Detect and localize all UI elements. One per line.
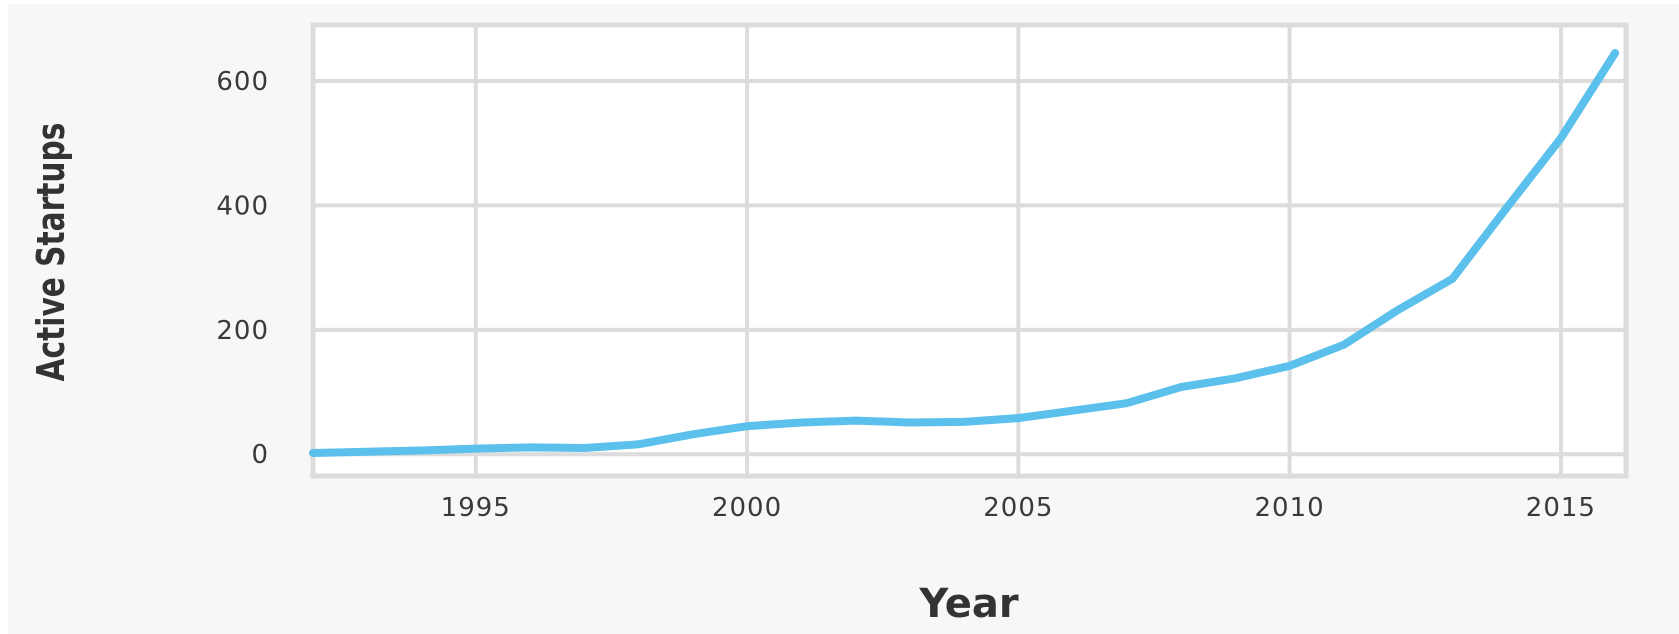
y-tick-label: 200 xyxy=(216,316,269,346)
x-tick-label: 2005 xyxy=(983,493,1053,523)
x-tick-label: 1995 xyxy=(441,493,511,523)
y-axis-title: Active Startups xyxy=(29,123,74,382)
y-tick-label: 400 xyxy=(216,191,269,221)
x-tick-label: 2015 xyxy=(1526,493,1596,523)
x-axis-title: Year xyxy=(918,581,1018,627)
x-tick-label: 2000 xyxy=(712,493,782,523)
y-tick-label: 0 xyxy=(251,440,269,470)
x-tick-label: 2010 xyxy=(1255,493,1325,523)
y-tick-label: 600 xyxy=(216,67,269,97)
plot-area xyxy=(313,25,1626,476)
